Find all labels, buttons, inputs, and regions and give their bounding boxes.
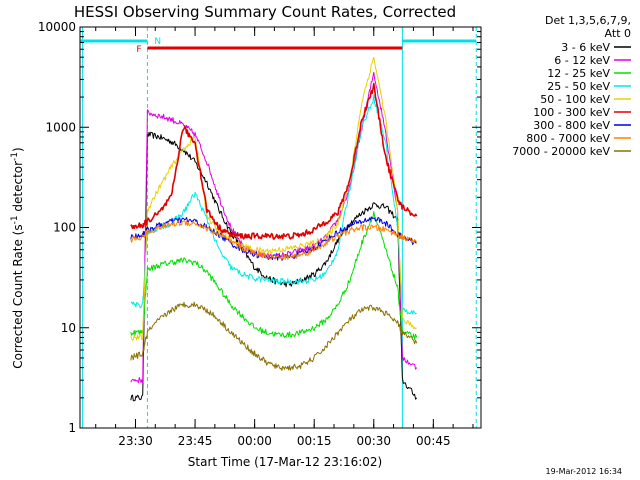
night-flag-label: N	[154, 37, 161, 47]
legend-label: 7000 - 20000 keV	[512, 145, 610, 158]
x-tick-label: 00:00	[237, 434, 272, 448]
legend-label: 3 - 6 keV	[561, 41, 610, 54]
x-tick-label: 23:30	[118, 434, 153, 448]
legend-label: 6 - 12 keV	[554, 54, 610, 67]
axes-layer: 1 10 100 1000 10000 23:30 23:45 00:00 00:15 00:30…	[38, 20, 482, 448]
y-tick-label: 100	[53, 221, 76, 235]
legend-header-line-2: Att 0	[605, 27, 631, 40]
y-tick-label: 1	[68, 421, 76, 435]
y-axis-label: Corrected Count Rate (s-1 detector-1)	[10, 147, 25, 368]
series-line-100-300-keV	[130, 82, 418, 240]
legend-header-line-1: Det 1,3,5,6,7,9,	[545, 14, 631, 27]
y-tick-label: 10000	[38, 20, 76, 34]
legend-label: 100 - 300 keV	[533, 106, 610, 119]
series-line-3-6-keV	[130, 131, 418, 402]
legend-label: 25 - 50 keV	[547, 80, 610, 93]
x-tick-label: 23:45	[178, 434, 213, 448]
y-tick-label: 1000	[45, 120, 76, 134]
legend-label: 12 - 25 keV	[547, 67, 610, 80]
x-tick-label: 00:30	[356, 434, 391, 448]
flags-layer: NF	[80, 27, 477, 428]
series-line-50-100-keV	[130, 56, 417, 341]
x-tick-label: 00:45	[416, 434, 451, 448]
series-layer	[130, 56, 418, 402]
footer-timestamp: 19-Mar-2012 16:34	[546, 467, 623, 476]
chart-title: HESSI Observing Summary Count Rates, Cor…	[74, 3, 456, 21]
y-axis-label-group: Corrected Count Rate (s-1 detector-1)	[10, 147, 25, 368]
series-line-7000-20000-keV	[130, 301, 418, 371]
legend-label: 800 - 7000 keV	[526, 132, 610, 145]
x-axis-label: Start Time (17-Mar-12 23:16:02)	[188, 455, 382, 469]
x-tick-label: 00:15	[297, 434, 332, 448]
flare-flag-label: F	[136, 45, 141, 55]
legend-label: 50 - 100 keV	[540, 93, 610, 106]
legend-label: 300 - 800 keV	[533, 119, 610, 132]
y-tick-label: 10	[61, 321, 76, 335]
series-line-800-7000-keV	[130, 220, 418, 261]
